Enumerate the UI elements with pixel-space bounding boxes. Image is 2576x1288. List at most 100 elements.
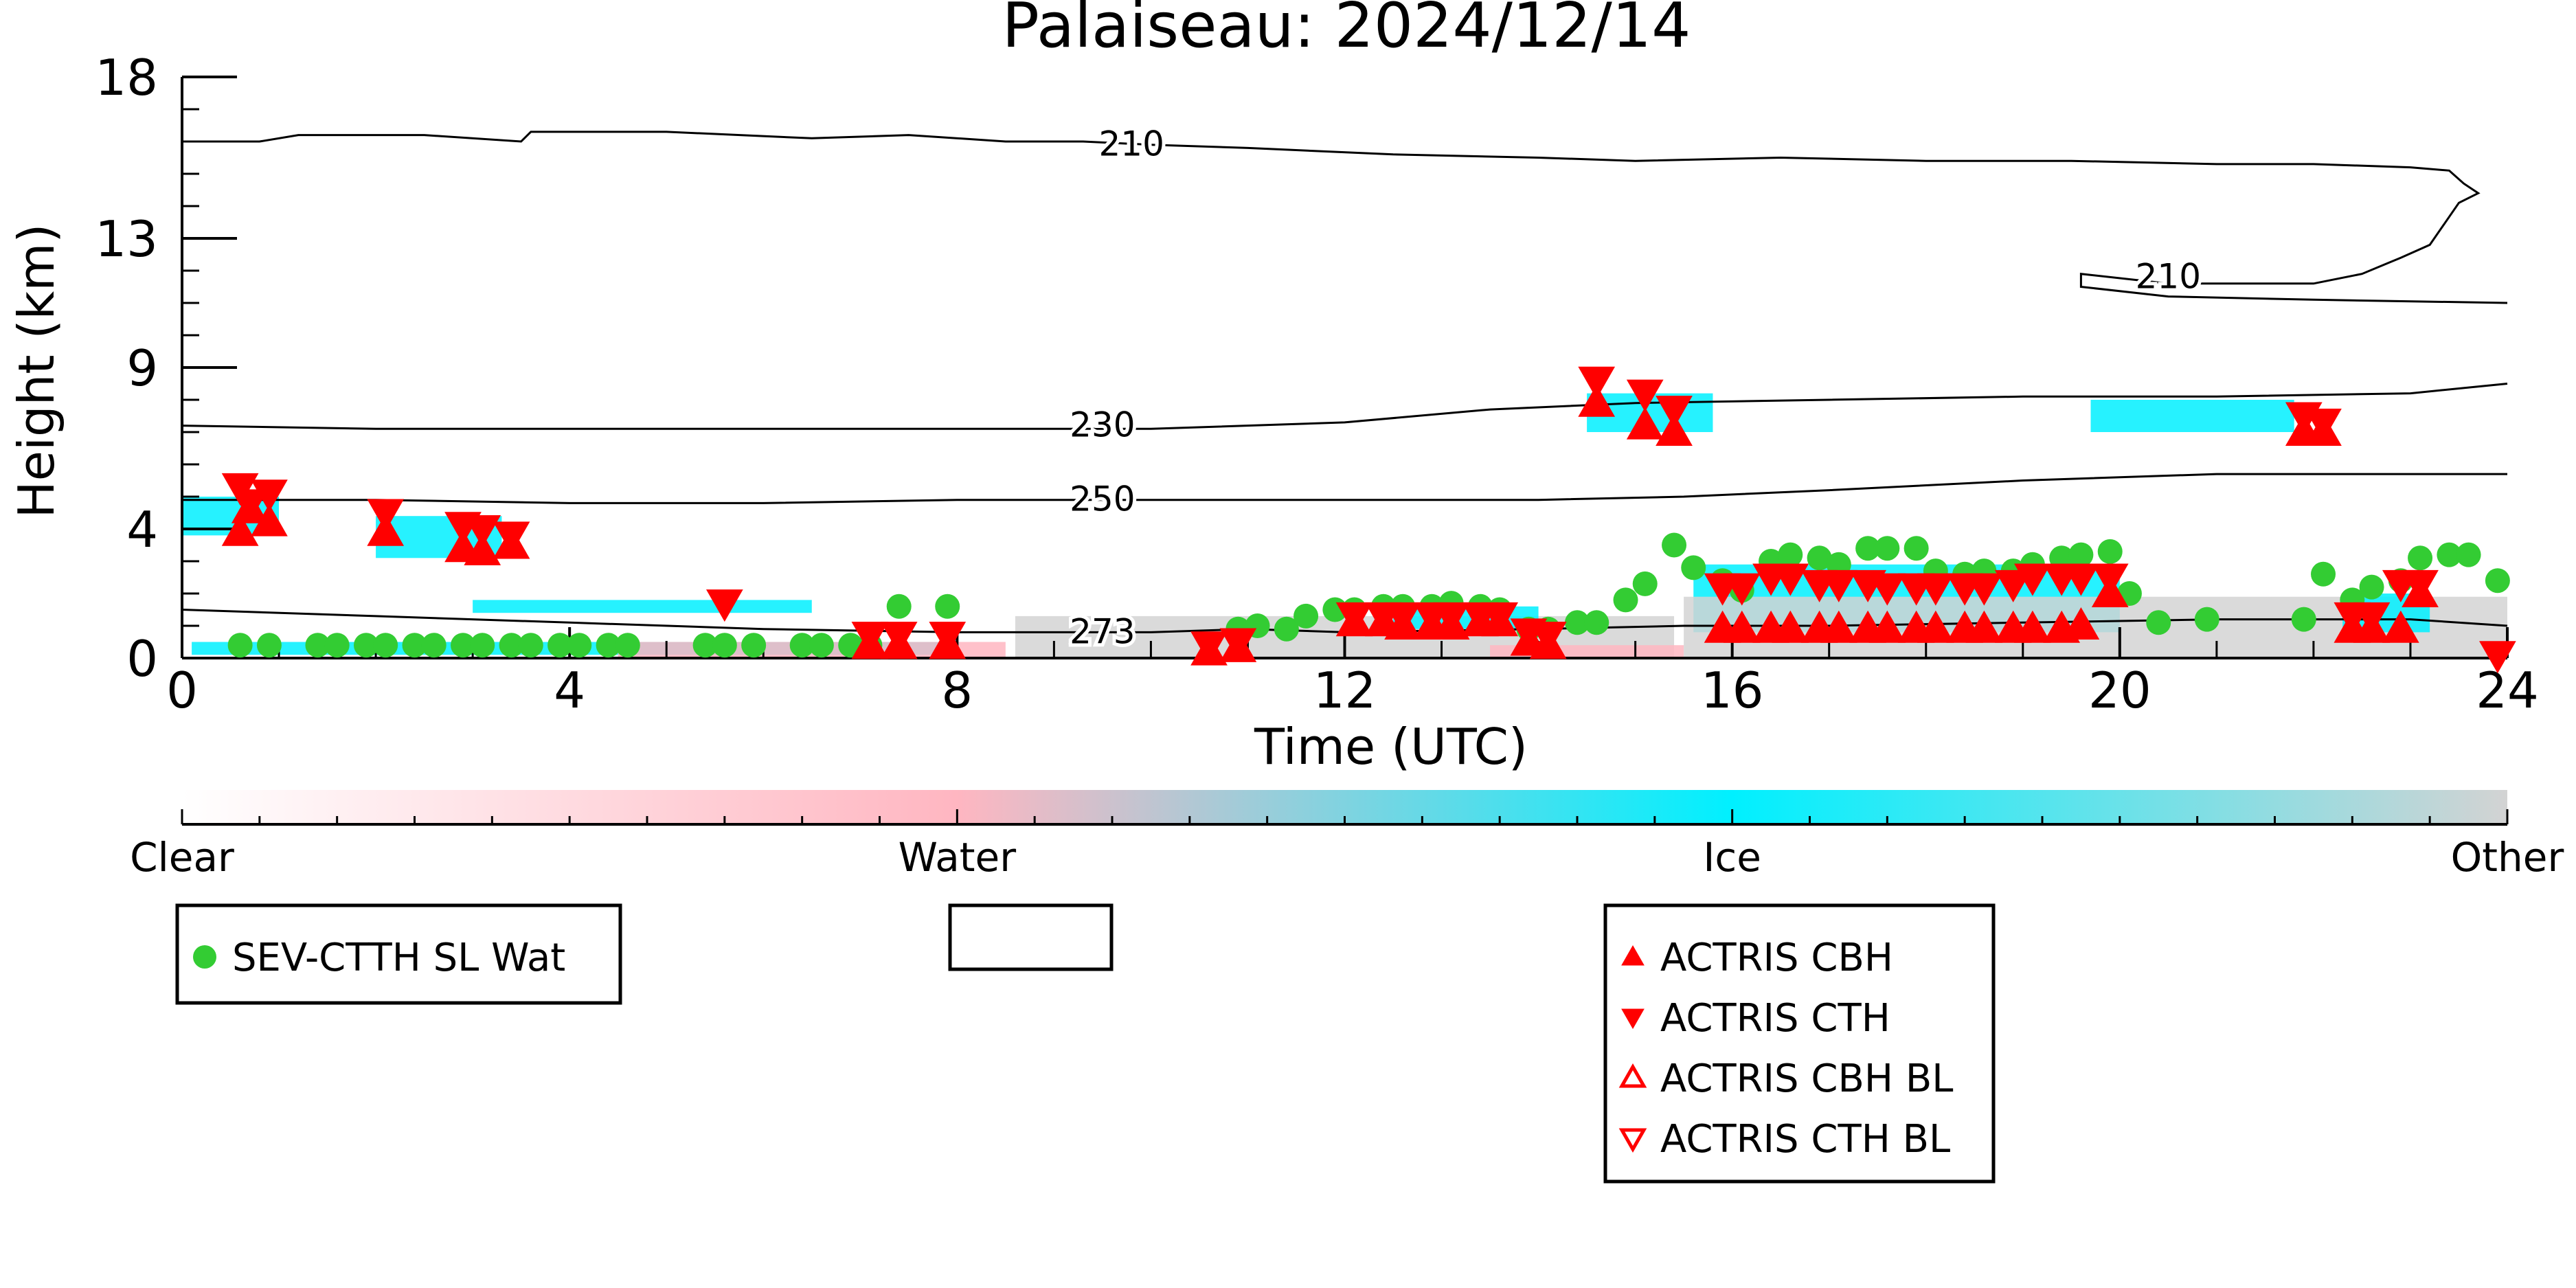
sev-ctth-sl-wat-marker [692,633,718,658]
sev-ctth-sl-wat-marker [518,633,543,658]
legend-marker-actris-cth-bl [1618,1128,1647,1153]
actris-cth-marker [2305,408,2342,441]
sev-ctth-sl-wat-marker [1274,616,1299,642]
cloud-region-ice [2090,400,2294,432]
actris-cbh-marker [1578,384,1616,417]
sev-ctth-sl-wat-marker [353,633,379,658]
y-tick-label: 18 [95,49,158,106]
y-tick-label: 0 [126,630,158,688]
colorbar: Clear Water Ice Other [130,790,2564,881]
actris-cth-marker [2091,563,2129,596]
actris-cbh-marker [1917,610,1954,643]
actris-cbh-marker [1723,610,1761,643]
sev-ctth-sl-wat-marker [2097,539,2123,564]
actris-cbh-marker [1656,413,1693,446]
actris-cth-marker [705,589,743,622]
actris-cth-marker [1723,573,1761,606]
colorbar-label-ice: Ice [1703,834,1761,881]
sev-ctth-sl-wat-marker [1807,545,1832,571]
sev-ctth-sl-wat-marker [1855,536,1881,561]
x-tick-label: 20 [2088,662,2151,719]
chart-title: Palaiseau: 2024/12/14 [1002,0,1691,62]
actris-cth-marker [1868,573,1906,606]
y-tick-label: 4 [126,501,158,558]
actris-cth-marker [1820,569,1857,602]
legend-marker-actris-cth [1621,1008,1645,1030]
actris-cth-marker [2014,563,2051,596]
actris-cth-marker [2062,563,2100,596]
sev-ctth-sl-wat-marker [2146,610,2171,635]
sev-ctth-sl-wat-marker [402,633,427,658]
legend-marker-actris-cbh-bl [1618,1063,1647,1088]
sev-ctth-sl-wat-marker [373,633,398,658]
contour-label-210: 210 [1098,124,1164,164]
contour-line-250 [182,473,2507,504]
temperature-contours: 210 210 230 250 273 [181,121,2508,655]
sev-ctth-sl-wat-marker [324,633,350,658]
contour-label-210: 210 [2136,256,2201,296]
actris-cth-marker [1481,602,1519,635]
sev-ctth-sl-wat-marker [935,594,960,619]
actris-cth-marker [1656,396,1693,429]
sev-ctth-sl-wat-marker [2456,542,2481,567]
actris-cth-marker [1917,573,1954,606]
sev-ctth-sl-wat-marker [741,633,767,658]
sev-ctth-sl-wat-marker [2485,568,2510,594]
colorbar-label-water: Water [899,834,1017,881]
actris-cth-marker [1384,602,1421,635]
sev-ctth-sl-wat-marker [1632,571,1658,596]
x-tick-label: 4 [554,662,585,719]
sev-ctth-sl-wat-marker [1662,532,1687,558]
actris-cbh-marker [2382,610,2419,643]
data-markers [221,366,2516,674]
sev-ctth-sl-wat-marker [1681,555,1706,580]
actris-cth-marker [1994,569,2032,602]
sev-ctth-sl-wat-marker [1584,610,1609,635]
actris-cth-marker [1432,602,1470,635]
y-tick-label: 9 [126,339,158,397]
sev-ctth-sl-wat-marker [567,633,592,658]
actris-cth-marker [851,622,889,655]
sev-ctth-sl-wat-marker [712,633,737,658]
actris-cth-marker [929,622,967,655]
cloud-region-ice [473,600,812,613]
actris-cth-marker [464,515,501,548]
x-tick-label: 24 [2476,662,2539,719]
sev-ctth-sl-wat-marker [2194,607,2219,632]
actris-cth-marker [2353,602,2391,635]
sev-ctth-sl-wat-marker [2359,574,2384,600]
legend-label-actris-cbh-bl: ACTRIS CBH BL [1660,1057,1953,1101]
sev-ctth-sl-wat-marker [470,633,495,658]
sev-ctth-sl-wat-marker [451,633,476,658]
contour-label-250: 250 [1070,479,1135,519]
sev-ctth-sl-wat-marker [421,633,447,658]
x-tick-label: 8 [941,662,973,719]
y-tick-label: 13 [95,210,158,268]
sev-ctth-sl-wat-marker [809,633,834,658]
contour-line-230 [181,383,2508,430]
sev-ctth-sl-wat-marker [547,633,573,658]
actris-cth-marker [221,473,259,506]
actris-cth-marker [1219,628,1257,661]
actris-cth-marker [1190,631,1228,664]
colorbar-label-other: Other [2451,834,2564,881]
sev-ctth-sl-wat-marker [2437,542,2462,567]
legend-box-satellite [175,903,622,1005]
legend-label-actris-cth-bl: ACTRIS CTH BL [1660,1117,1950,1162]
sev-ctth-sl-wat-marker [2068,542,2094,567]
actris-cbh-marker [1868,610,1906,643]
actris-cth-marker [2402,569,2439,602]
sev-ctth-sl-wat-marker [2408,545,2433,571]
sev-ctth-sl-wat-marker [596,633,621,658]
sev-ctth-sl-wat-marker [256,633,282,658]
y-axis-label: Height (km) [8,224,65,519]
actris-cth-marker [367,499,405,532]
contour-line-210 [182,131,2508,304]
legend-box-actris [1603,903,1996,1184]
actris-cbh-marker [2062,607,2100,640]
contour-label-273: 273 [1070,611,1135,651]
sev-ctth-sl-wat-marker [1875,536,1900,561]
legend-marker-sev-ctth-sl-wat [193,945,216,969]
sev-ctth-sl-wat-marker [2311,561,2336,587]
